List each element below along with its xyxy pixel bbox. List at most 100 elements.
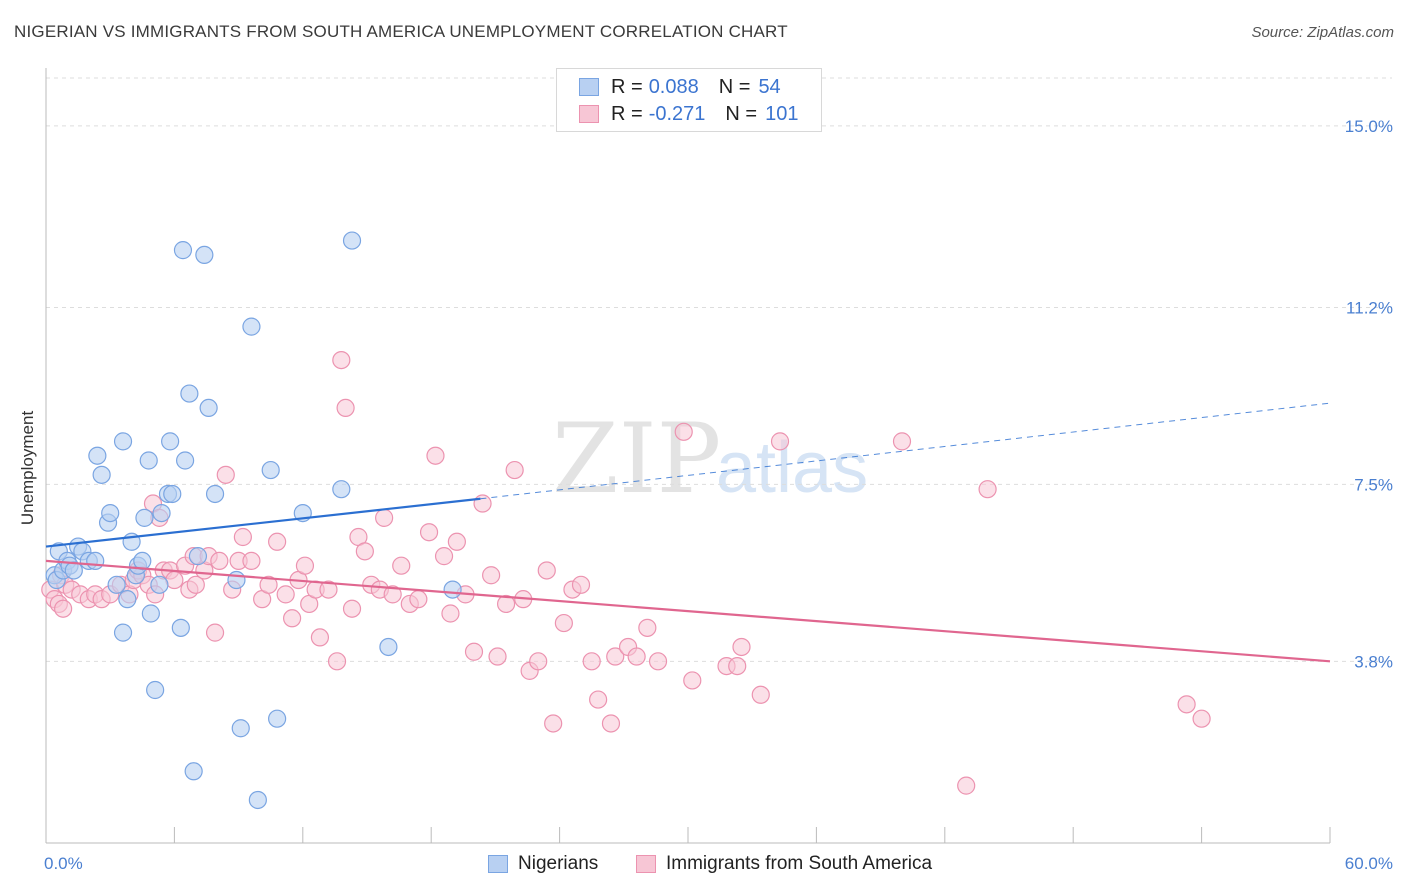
data-point-immigrants	[186, 575, 205, 594]
data-point-nigerians	[180, 384, 199, 403]
data-point-immigrants	[327, 652, 347, 671]
data-point-nigerians	[101, 503, 120, 523]
data-point-nigerians	[88, 446, 107, 465]
data-point-immigrants	[464, 642, 484, 661]
data-point-immigrants	[582, 652, 601, 671]
data-point-nigerians	[199, 398, 218, 418]
data-point-immigrants	[276, 585, 295, 604]
r-value: 0.088	[648, 75, 699, 98]
data-point-immigrants	[310, 628, 330, 647]
data-point-immigrants	[383, 585, 402, 604]
r-value: -0.271	[648, 102, 706, 125]
data-point-immigrants	[259, 575, 278, 594]
data-point-nigerians	[379, 637, 398, 657]
data-point-nigerians	[188, 547, 208, 566]
data-point-nigerians	[195, 245, 214, 265]
data-point-immigrants	[447, 532, 466, 551]
data-point-immigrants	[409, 590, 428, 609]
data-point-immigrants	[242, 551, 261, 571]
blue-swatch	[488, 855, 508, 873]
data-point-immigrants	[336, 398, 355, 418]
n-label: N =	[718, 75, 751, 98]
data-point-immigrants	[529, 652, 548, 671]
data-point-nigerians	[342, 231, 362, 250]
trend-line-nigerians	[45, 497, 481, 548]
data-point-nigerians	[332, 480, 351, 499]
data-point-immigrants	[537, 561, 556, 580]
data-point-nigerians	[152, 503, 171, 523]
data-point-immigrants	[473, 494, 492, 513]
data-point-immigrants	[770, 432, 790, 451]
x-tick-label-max: 60.0%	[1345, 854, 1393, 873]
data-point-immigrants	[392, 556, 411, 575]
watermark-zip: ZIP	[552, 403, 721, 515]
data-point-immigrants	[426, 446, 445, 465]
data-point-immigrants	[342, 599, 362, 618]
data-point-nigerians	[139, 451, 158, 470]
pink-series-points	[41, 350, 1211, 795]
data-point-immigrants	[601, 714, 621, 733]
data-point-immigrants	[319, 580, 338, 599]
data-point-nigerians	[176, 451, 195, 470]
x-tick-label-min: 0.0%	[44, 854, 83, 873]
data-point-nigerians	[443, 580, 462, 599]
data-point-immigrants	[434, 547, 454, 566]
y-tick-label: 7.5%	[1354, 475, 1393, 494]
data-point-immigrants	[165, 570, 184, 590]
blue-swatch	[579, 78, 599, 96]
data-point-nigerians	[118, 590, 137, 609]
data-point-immigrants	[216, 465, 235, 484]
data-point-nigerians	[141, 604, 160, 623]
data-point-nigerians	[92, 465, 111, 484]
data-point-immigrants	[957, 776, 976, 795]
data-point-immigrants	[505, 460, 524, 480]
n-value: 101	[765, 102, 799, 125]
pink-swatch	[579, 105, 599, 123]
y-tick-label: 3.8%	[1354, 652, 1393, 671]
data-point-immigrants	[638, 618, 657, 637]
data-point-nigerians	[113, 432, 133, 451]
data-point-immigrants	[683, 671, 702, 690]
data-point-nigerians	[146, 680, 165, 700]
r-label: R =	[611, 102, 643, 125]
data-point-immigrants	[554, 613, 573, 633]
data-point-nigerians	[135, 508, 154, 527]
data-point-immigrants	[627, 647, 646, 666]
data-point-nigerians	[268, 709, 287, 728]
data-point-immigrants	[674, 422, 693, 441]
data-point-immigrants	[978, 480, 997, 499]
data-point-nigerians	[261, 460, 280, 480]
data-point-immigrants	[488, 647, 507, 666]
data-point-immigrants	[419, 523, 439, 542]
data-point-immigrants	[441, 604, 460, 623]
correlation-legend: R = 0.088 N = 54 R = -0.271 N = 101	[556, 68, 822, 132]
data-point-immigrants	[295, 556, 315, 575]
data-point-nigerians	[173, 241, 193, 260]
data-point-nigerians	[248, 790, 267, 810]
data-point-nigerians	[205, 484, 225, 504]
data-point-immigrants	[606, 647, 625, 666]
data-point-immigrants	[283, 609, 302, 628]
trend-line-immigrants	[45, 559, 1331, 663]
data-point-nigerians	[161, 432, 180, 451]
pink-swatch	[636, 855, 656, 873]
data-point-immigrants	[544, 714, 563, 733]
data-point-nigerians	[163, 484, 182, 504]
data-point-nigerians	[171, 618, 190, 637]
data-point-nigerians	[150, 575, 169, 594]
legend-row-immigrants: R = -0.271 N = 101	[579, 101, 798, 127]
r-label: R =	[611, 75, 643, 98]
data-point-immigrants	[732, 637, 751, 657]
data-point-immigrants	[210, 551, 229, 571]
trend-lines	[45, 402, 1331, 663]
legend-item-nigerians: Nigerians	[488, 852, 598, 876]
data-point-immigrants	[54, 599, 73, 618]
data-point-nigerians	[113, 623, 133, 642]
data-point-immigrants	[233, 527, 252, 547]
data-point-immigrants	[375, 508, 394, 527]
chart-title: NIGERIAN VS IMMIGRANTS FROM SOUTH AMERIC…	[14, 22, 788, 41]
data-point-immigrants	[205, 623, 225, 642]
source-label: Source: ZipAtlas.com	[1251, 24, 1394, 41]
data-point-immigrants	[751, 685, 770, 704]
